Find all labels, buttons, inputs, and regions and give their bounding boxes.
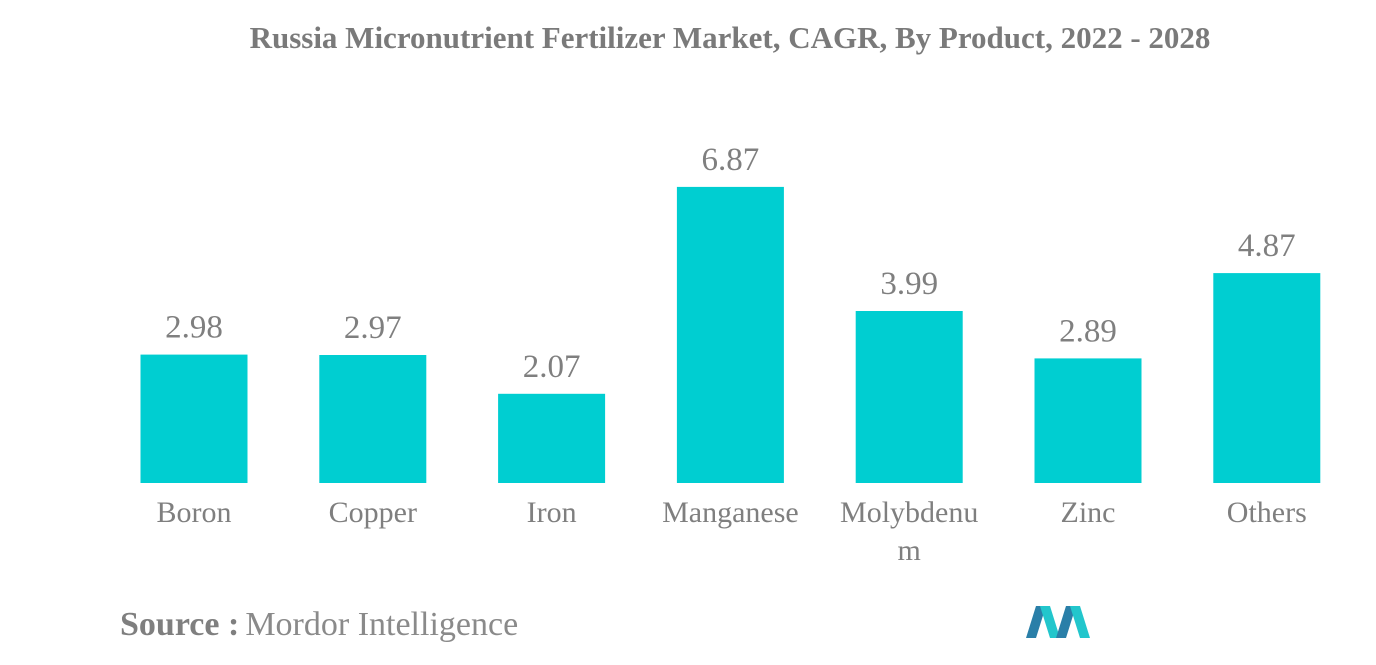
source-line: Source : Mordor Intelligence: [120, 606, 518, 644]
category-label-boron: Boron: [157, 496, 232, 529]
category-label-molybdenum: m: [898, 534, 921, 567]
value-label-molybdenum: 3.99: [880, 266, 938, 302]
bar-molybdenum: [855, 311, 963, 483]
source-value: Mordor Intelligence: [245, 606, 519, 643]
value-label-zinc: 2.89: [1059, 313, 1117, 349]
bar-manganese: [676, 186, 784, 483]
category-label-manganese: Manganese: [662, 496, 799, 529]
bar-chart: 2.98 Boron 2.97 Copper 2.07 Iron 6.87 Manganese…: [140, 142, 1321, 567]
category-label-copper: Copper: [329, 496, 417, 529]
value-label-boron: 2.98: [165, 310, 223, 346]
category-label-iron: Iron: [527, 496, 577, 529]
bar-zinc: [1034, 358, 1142, 483]
value-label-copper: 2.97: [344, 310, 402, 346]
mordor-intelligence-logo: [1026, 606, 1090, 638]
bar-boron: [140, 354, 248, 483]
bar-copper: [319, 355, 427, 483]
source-label: Source :: [120, 606, 240, 643]
category-label-molybdenum: Molybdenu: [840, 496, 978, 529]
value-label-others: 4.87: [1238, 228, 1296, 264]
bar-others: [1213, 273, 1321, 483]
value-label-iron: 2.07: [523, 349, 581, 385]
category-label-zinc: Zinc: [1061, 496, 1116, 529]
chart-title: Russia Micronutrient Fertilizer Market, …: [249, 20, 1211, 55]
bar-iron: [498, 393, 606, 483]
category-label-others: Others: [1227, 496, 1307, 529]
value-label-manganese: 6.87: [702, 142, 760, 178]
